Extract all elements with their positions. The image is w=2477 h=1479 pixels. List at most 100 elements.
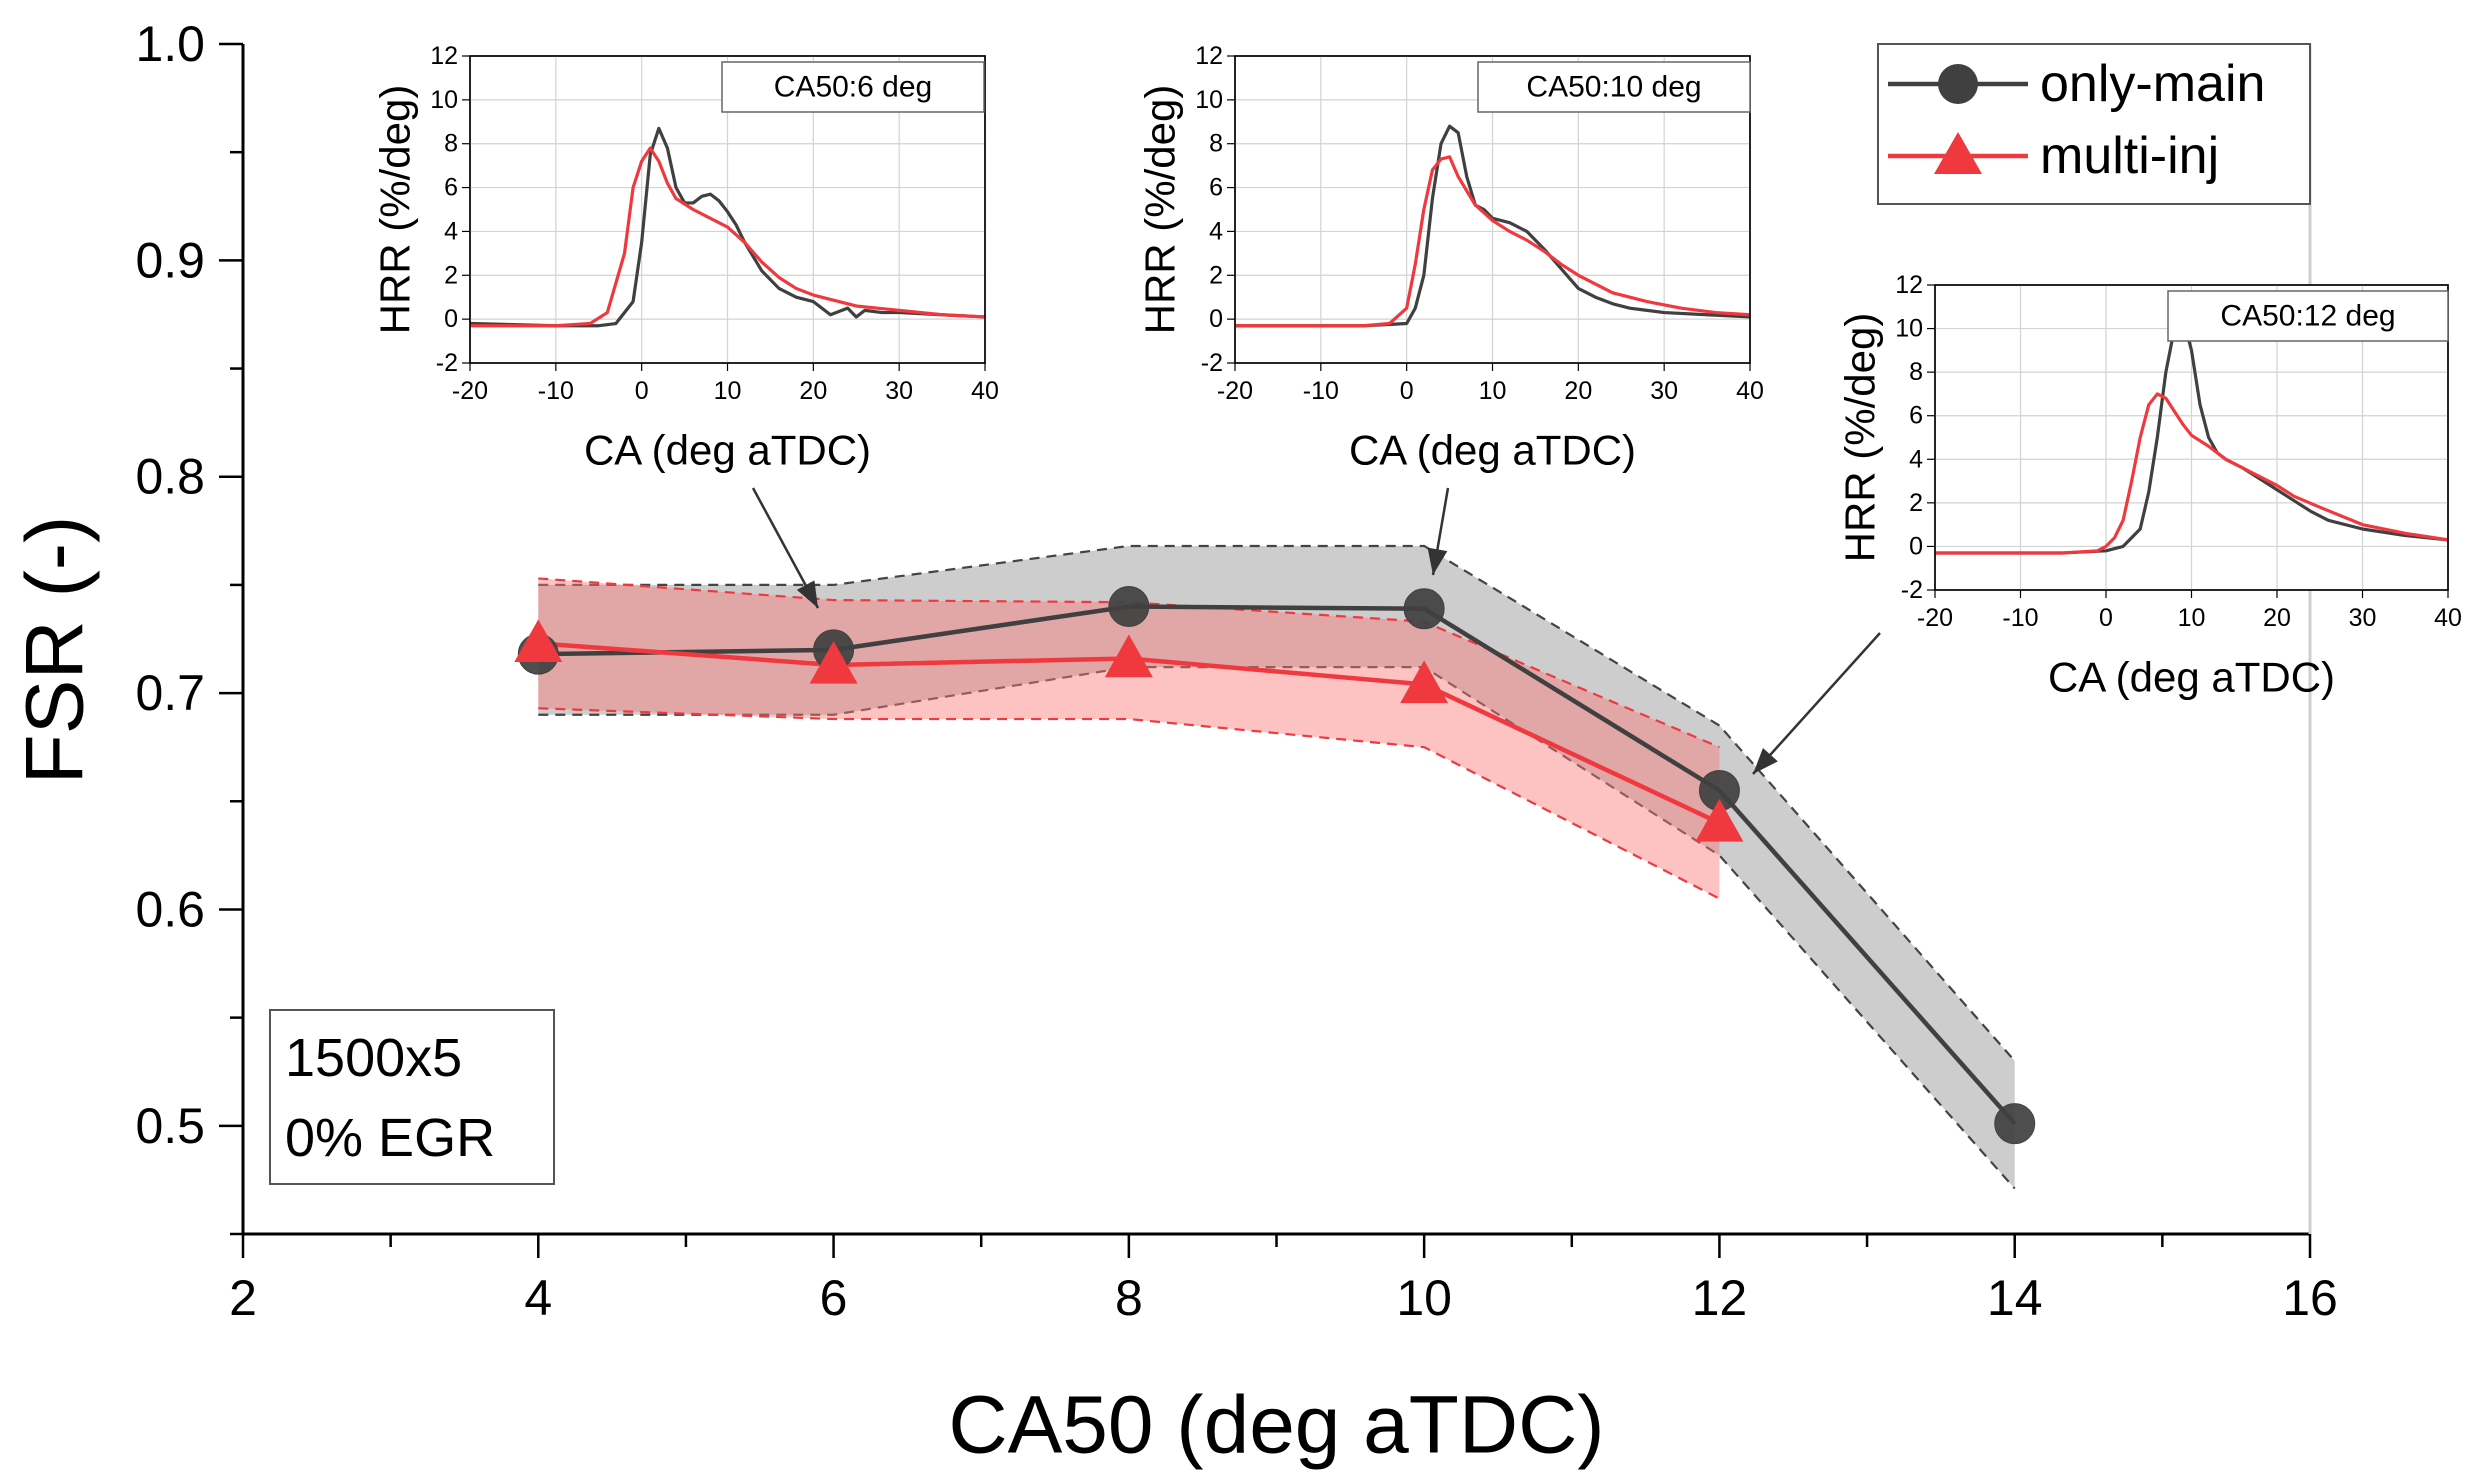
inset2-line-only-main: [1235, 124, 1751, 328]
y-tick-label: 0.5: [135, 1098, 205, 1154]
x-axis-label: CA50 (deg aTDC): [948, 1380, 1604, 1471]
inset3-x-label: CA (deg aTDC): [2048, 654, 2335, 701]
inset3-y-tick-label: 2: [1909, 489, 1923, 517]
inset3-line-multi-inj: [1935, 392, 2449, 555]
point-only-main: [1403, 588, 1445, 630]
inset2-x-tick-label: -10: [1303, 377, 1339, 405]
y-tick-label: 0.8: [135, 449, 205, 505]
inset2-x-tick-label: -20: [1217, 377, 1253, 405]
band-lower-only-main: [538, 666, 2016, 1190]
x-tick-label: 14: [1987, 1270, 2043, 1326]
inset3-y-tick-label: 10: [1895, 315, 1923, 343]
band-lower-multi-inj: [538, 707, 1720, 900]
band-upper-only-main: [538, 544, 2016, 1062]
point-multi-inj: [809, 640, 858, 684]
inset1-y-label: HRR (%/deg): [372, 85, 419, 335]
x-tick-label: 4: [524, 1270, 552, 1326]
inset1-y-tick-label: 0: [444, 305, 458, 333]
inset1-x-tick-label: 30: [885, 377, 913, 405]
inset3-x-tick-label: 10: [2178, 604, 2206, 632]
inset3-y-label: HRR (%/deg): [1837, 313, 1884, 563]
legend-marker-only-main: [1938, 64, 1978, 104]
annotation-box: [269, 1009, 555, 1185]
annotation-line1: 1500x5: [285, 1028, 462, 1088]
arrow-inset2-head: [1427, 547, 1448, 575]
inset2-x-tick-label: 10: [1479, 377, 1507, 405]
point-multi-inj: [1104, 634, 1153, 678]
inset1-x-tick-label: -20: [452, 377, 488, 405]
inset3-y-tick-label: 12: [1895, 271, 1923, 299]
inset1-x-tick-label: 40: [971, 377, 999, 405]
inset3-x-tick-label: 40: [2434, 604, 2462, 632]
inset1-line-only-main: [469, 126, 986, 328]
y-tick-label: 0.7: [135, 665, 205, 721]
inset3-title: CA50:12 deg: [2220, 300, 2395, 333]
arrow-inset3-head: [1753, 747, 1778, 774]
inset1-y-tick-label: 4: [444, 217, 458, 245]
point-only-main: [1108, 586, 1150, 628]
band-only-main: [538, 545, 2015, 1189]
inset2-line-multi-inj: [1235, 155, 1751, 328]
y-tick-label: 1.0: [135, 16, 205, 72]
inset1-y-tick-label: 10: [430, 86, 458, 114]
inset2-y-tick-label: 12: [1195, 42, 1223, 70]
inset3-x-tick-label: -10: [2002, 604, 2038, 632]
inset2-y-tick-label: 4: [1209, 217, 1223, 245]
legend-label-multi-inj: multi-inj: [2040, 127, 2219, 185]
inset1-title: CA50:6 deg: [774, 71, 932, 104]
y-tick-label: 0.9: [135, 232, 205, 288]
inset2-x-tick-label: 30: [1650, 377, 1678, 405]
inset2-y-tick-label: -2: [1201, 349, 1223, 377]
annotation-line2: 0% EGR: [285, 1108, 495, 1168]
inset3-line-only-main: [1935, 316, 2449, 555]
point-only-main: [1994, 1103, 2036, 1145]
inset2-x-tick-label: 0: [1400, 377, 1414, 405]
x-tick-label: 6: [820, 1270, 848, 1326]
inset3-y-tick-label: 0: [1909, 532, 1923, 560]
legend-label-only-main: only-main: [2040, 55, 2265, 113]
arrow-inset3: [1752, 632, 1881, 775]
inset3-y-tick-label: 4: [1909, 445, 1923, 473]
line-only-main: [538, 604, 2017, 1126]
x-tick-label: 2: [229, 1270, 257, 1326]
inset1-x-tick-label: 20: [799, 377, 827, 405]
inset1-x-tick-label: -10: [538, 377, 574, 405]
inset1-x-label: CA (deg aTDC): [584, 427, 871, 474]
x-tick-label: 8: [1115, 1270, 1143, 1326]
point-multi-inj: [514, 619, 563, 663]
inset3-title-box: [2167, 290, 2449, 342]
x-tick-label: 10: [1396, 1270, 1452, 1326]
band-upper-multi-inj: [538, 577, 1720, 749]
inset3-y-tick-label: 8: [1909, 358, 1923, 386]
x-tick-label: 16: [2282, 1270, 2338, 1326]
inset2-y-tick-label: 2: [1209, 261, 1223, 289]
inset3-x-tick-label: 20: [2263, 604, 2291, 632]
inset2-title-box: [1477, 61, 1751, 113]
inset1-y-tick-label: 12: [430, 42, 458, 70]
inset2-y-label: HRR (%/deg): [1137, 85, 1184, 335]
inset1-y-tick-label: -2: [436, 349, 458, 377]
inset3-x-tick-label: 30: [2349, 604, 2377, 632]
y-axis-label: FSR (-): [10, 516, 101, 785]
inset2-x-tick-label: 20: [1564, 377, 1592, 405]
arrow-inset1-head: [796, 580, 818, 608]
inset1-y-tick-label: 2: [444, 261, 458, 289]
inset3-x-tick-label: 0: [2099, 604, 2113, 632]
inset2-y-tick-label: 0: [1209, 305, 1223, 333]
legend-marker-multi-inj: [1934, 132, 1982, 174]
inset2-title: CA50:10 deg: [1526, 71, 1701, 104]
inset2-x-label: CA (deg aTDC): [1349, 427, 1636, 474]
inset3-x-tick-label: -20: [1917, 604, 1953, 632]
y-tick-label: 0.6: [135, 881, 205, 937]
x-tick-label: 12: [1692, 1270, 1748, 1326]
inset2-y-tick-label: 6: [1209, 174, 1223, 202]
inset2-y-tick-label: 10: [1195, 86, 1223, 114]
inset2-y-tick-label: 8: [1209, 130, 1223, 158]
inset3-y-tick-label: -2: [1901, 576, 1923, 604]
inset1-x-tick-label: 10: [714, 377, 742, 405]
inset3-y-tick-label: 6: [1909, 402, 1923, 430]
inset1-y-tick-label: 8: [444, 130, 458, 158]
inset1-y-tick-label: 6: [444, 174, 458, 202]
